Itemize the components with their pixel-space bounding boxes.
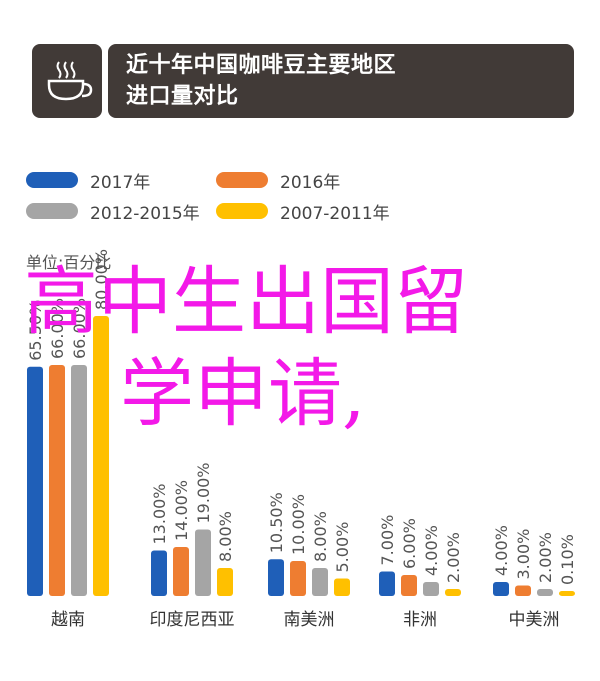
- header-icon-box: [32, 44, 102, 118]
- category-label-0: 越南: [51, 610, 85, 630]
- legend-swatch-2007-2011: [216, 203, 268, 219]
- data-label-0-0: 65.50%: [26, 300, 45, 361]
- data-label-4-3: 0.10%: [558, 534, 577, 585]
- bar-0-1: [49, 365, 65, 596]
- bar-1-0: [151, 550, 167, 596]
- data-label-4-2: 2.00%: [536, 532, 555, 583]
- category-label-3: 非洲: [403, 610, 437, 630]
- bar-0-2: [71, 365, 87, 596]
- unit-label: 单位:百分比: [26, 253, 112, 272]
- category-label-2: 南美洲: [284, 610, 335, 630]
- bar-4-3: [559, 591, 575, 596]
- data-label-1-1: 14.00%: [172, 480, 191, 541]
- bar-3-3: [445, 589, 461, 596]
- data-label-3-0: 7.00%: [378, 515, 397, 566]
- bar-2-1: [290, 561, 306, 596]
- legend-item-2016: 2016年: [216, 168, 341, 193]
- bar-3-1: [401, 575, 417, 596]
- bar-2-3: [334, 578, 350, 596]
- data-label-4-1: 3.00%: [514, 529, 533, 580]
- data-label-3-3: 2.00%: [444, 532, 463, 583]
- data-label-0-3: 80.00%: [92, 249, 111, 310]
- data-label-4-0: 4.00%: [492, 525, 511, 576]
- data-label-1-0: 13.00%: [150, 483, 169, 544]
- bar-1-1: [173, 547, 189, 596]
- data-label-2-3: 5.00%: [333, 522, 352, 573]
- data-label-2-0: 10.50%: [267, 492, 286, 553]
- legend-label-2012-2015: 2012-2015年: [90, 203, 200, 224]
- data-label-1-3: 8.00%: [216, 511, 235, 562]
- coffee-cup-icon: [47, 61, 93, 101]
- data-label-2-1: 10.00%: [289, 494, 308, 555]
- legend-item-2017: 2017年: [26, 168, 151, 193]
- data-label-2-2: 8.00%: [311, 511, 330, 562]
- bar-0-3: [93, 316, 109, 596]
- legend-item-2007-2011: 2007-2011年: [216, 199, 390, 224]
- legend: 2017年 2016年 2012-2015年 2007-2011年: [26, 168, 446, 228]
- data-label-3-2: 4.00%: [422, 525, 441, 576]
- data-label-0-2: 66.00%: [70, 298, 89, 359]
- bar-1-2: [195, 529, 211, 596]
- bar-2-0: [268, 559, 284, 596]
- bar-2-2: [312, 568, 328, 596]
- bar-3-2: [423, 582, 439, 596]
- category-label-4: 中美洲: [509, 610, 560, 630]
- bar-4-0: [493, 582, 509, 596]
- legend-item-2012-2015: 2012-2015年: [26, 199, 200, 224]
- bar-3-0: [379, 571, 395, 596]
- legend-swatch-2017: [26, 172, 78, 188]
- legend-label-2017: 2017年: [90, 172, 151, 193]
- bar-4-2: [537, 589, 553, 596]
- bar-0-0: [27, 366, 43, 596]
- chart-title-line2: 进口量对比: [126, 84, 239, 109]
- data-label-1-2: 19.00%: [194, 462, 213, 523]
- chart-header: 近十年中国咖啡豆主要地区 进口量对比: [32, 44, 574, 118]
- bar-4-1: [515, 585, 531, 596]
- legend-swatch-2012-2015: [26, 203, 78, 219]
- bar-1-3: [217, 568, 233, 596]
- category-label-1: 印度尼西亚: [150, 610, 235, 630]
- legend-label-2007-2011: 2007-2011年: [280, 203, 390, 224]
- data-label-0-1: 66.00%: [48, 298, 67, 359]
- legend-swatch-2016: [216, 172, 268, 188]
- chart-title: 近十年中国咖啡豆主要地区 进口量对比: [108, 44, 574, 118]
- data-label-3-1: 6.00%: [400, 518, 419, 569]
- legend-label-2016: 2016年: [280, 172, 341, 193]
- chart-title-line1: 近十年中国咖啡豆主要地区: [126, 53, 397, 78]
